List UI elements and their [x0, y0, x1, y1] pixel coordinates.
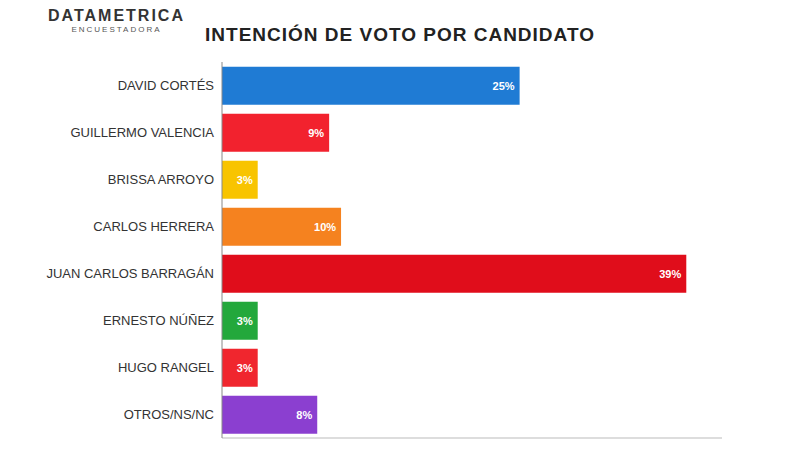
svg-text:JUAN CARLOS BARRAGÁN: JUAN CARLOS BARRAGÁN — [46, 266, 214, 281]
svg-text:OTROS/NS/NC: OTROS/NS/NC — [124, 407, 214, 422]
svg-text:DAVID CORTÉS: DAVID CORTÉS — [118, 78, 215, 93]
svg-text:HUGO RANGEL: HUGO RANGEL — [118, 360, 214, 375]
html-text:INTENCIÓN DE VOTO POR CANDIDAT: INTENCIÓN DE VOTO POR CANDIDATO — [205, 24, 595, 45]
svg-text:ERNESTO NÚÑEZ: ERNESTO NÚÑEZ — [103, 313, 214, 328]
svg-text:BRISSA ARROYO: BRISSA ARROYO — [108, 172, 214, 187]
svg-text:3%: 3% — [237, 174, 253, 186]
svg-text:8%: 8% — [296, 409, 312, 421]
svg-text:3%: 3% — [237, 362, 253, 374]
html-text:ENCUESTADORA: ENCUESTADORA — [71, 25, 162, 34]
svg-text:CARLOS HERRERA: CARLOS HERRERA — [93, 219, 214, 234]
svg-text:10%: 10% — [314, 221, 336, 233]
html-text:DATAMETRICA: DATAMETRICA — [48, 7, 185, 24]
svg-text:GUILLERMO VALENCIA: GUILLERMO VALENCIA — [70, 125, 214, 140]
svg-text:9%: 9% — [308, 127, 324, 139]
svg-text:39%: 39% — [659, 268, 681, 280]
svg-text:25%: 25% — [493, 80, 515, 92]
svg-text:3%: 3% — [237, 315, 253, 327]
